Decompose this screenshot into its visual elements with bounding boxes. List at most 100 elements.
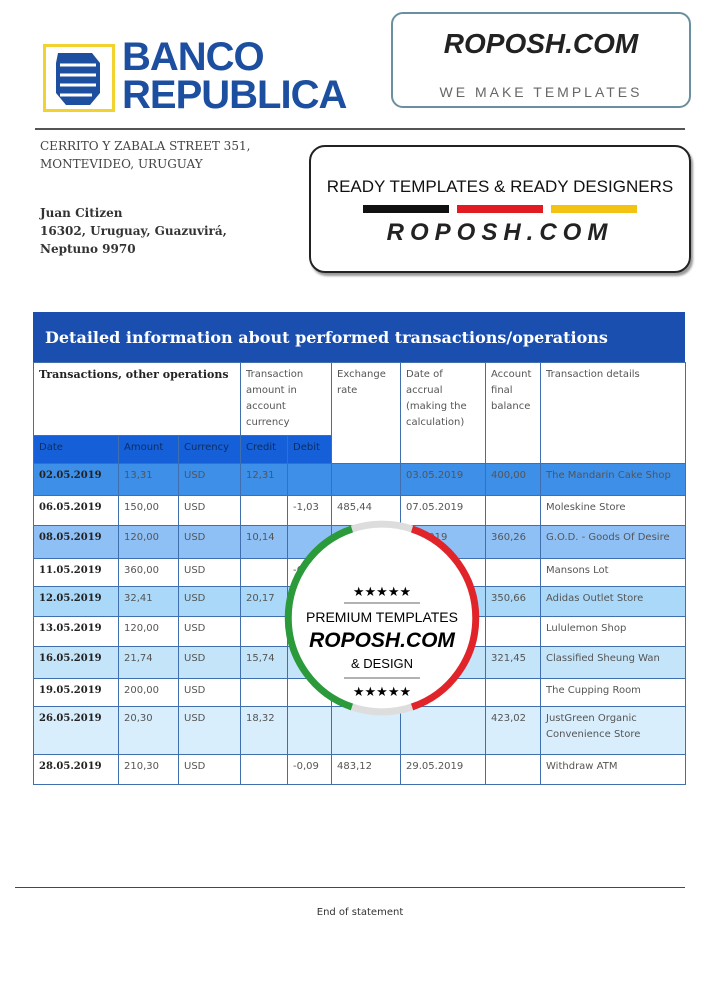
badge-subtitle: ROPOSH.COM (386, 219, 614, 246)
cell-amount: 360,00 (118, 558, 179, 587)
cell-currency: USD (177, 678, 242, 707)
cell-details: G.O.D. - Goods Of Desire (540, 525, 687, 559)
header-currency: Currency (177, 435, 242, 464)
cell-details: Withdraw ATM (540, 754, 687, 785)
cell-date: 19.05.2019 (33, 678, 119, 707)
cell-credit: 18,32 (240, 706, 289, 755)
cell-credit (240, 754, 289, 785)
header-amount-value: Amount (118, 435, 179, 464)
cell-amount: 200,00 (118, 678, 179, 707)
header-credit: Credit (240, 435, 289, 464)
cell-final-balance (485, 558, 542, 587)
cell-credit (240, 678, 289, 707)
client-info: Juan Citizen 16302, Uruguay, Guazuvirá, Ne… (40, 204, 227, 258)
cell-final-balance: 400,00 (485, 463, 542, 496)
cell-accrual-date: 07.05.2019 (400, 495, 487, 526)
cell-date: 06.05.2019 (33, 495, 119, 526)
cell-final-balance: 321,45 (485, 646, 542, 679)
header-date: Date (33, 435, 119, 464)
cell-credit: 12,31 (240, 463, 289, 496)
cell-amount: 21,74 (118, 646, 179, 679)
watermark-badge-top: ROPOSH.COM WE MAKE TEMPLATES (391, 12, 691, 108)
cell-credit: 10,14 (240, 525, 289, 559)
seal-line2: ROPOSH.COM (309, 629, 455, 652)
cell-currency: USD (177, 463, 242, 496)
cell-credit: 20,17 (240, 586, 289, 617)
table-row: 28.05.2019 210,30 USD -0,09 483,12 29.05.2019… (33, 754, 687, 785)
header-debit: Debit (287, 435, 333, 464)
cell-debit: -0,09 (287, 754, 333, 785)
cell-amount: 32,41 (118, 586, 179, 617)
table-row: 06.05.2019 150,00 USD -1,03 485,44 07.05.2019… (33, 495, 687, 526)
cell-amount: 20,30 (118, 706, 179, 755)
cell-details: The Cupping Room (540, 678, 687, 707)
cell-final-balance: 360,26 (485, 525, 542, 559)
cell-date: 13.05.2019 (33, 616, 119, 647)
bank-address: CERRITO Y ZABALA STREET 351, MONTEVIDEO, … (40, 137, 250, 173)
cell-date: 08.05.2019 (33, 525, 119, 559)
cell-exchange-rate (331, 463, 402, 496)
cell-details: Lululemon Shop (540, 616, 687, 647)
cell-credit (240, 616, 289, 647)
cell-currency: USD (177, 558, 242, 587)
table-row: 02.05.2019 13,31 USD 12,31 03.05.2019 400,00 T… (33, 463, 687, 496)
cell-date: 11.05.2019 (33, 558, 119, 587)
color-bars (311, 205, 689, 213)
cell-amount: 150,00 (118, 495, 179, 526)
client-address: Neptuno 9970 (40, 242, 136, 256)
cell-currency: USD (177, 495, 242, 526)
cell-amount: 120,00 (118, 525, 179, 559)
cell-final-balance: 350,66 (485, 586, 542, 617)
cell-details: The Mandarin Cake Shop (540, 463, 687, 496)
client-name: Juan Citizen (40, 206, 123, 220)
cell-credit (240, 495, 289, 526)
badge-subtitle: WE MAKE TEMPLATES (439, 84, 643, 100)
cell-date: 02.05.2019 (33, 463, 119, 496)
cell-final-balance (485, 616, 542, 647)
cell-currency: USD (177, 646, 242, 679)
divider (35, 128, 685, 130)
premium-templates-seal: ★★★★★ PREMIUM TEMPLATES ROPOSH.COM & DES… (284, 520, 480, 716)
cell-details: Moleskine Store (540, 495, 687, 526)
seal-line1: PREMIUM TEMPLATES (306, 609, 458, 625)
cell-accrual-date: 29.05.2019 (400, 754, 487, 785)
badge-title: READY TEMPLATES & READY DESIGNERS (326, 177, 674, 196)
header-date-of-accrual: Date of accrual (making the calculation) (400, 362, 487, 464)
cell-debit (287, 463, 333, 496)
cell-exchange-rate: 483,12 (331, 754, 402, 785)
cell-date: 26.05.2019 (33, 706, 119, 755)
cell-currency: USD (177, 706, 242, 755)
cell-currency: USD (177, 586, 242, 617)
cell-debit (287, 706, 333, 755)
client-address: 16302, Uruguay, Guazuvirá, (40, 224, 227, 238)
cell-credit (240, 558, 289, 587)
header-exchange-rate: Exchange rate (331, 362, 402, 464)
cell-details: Mansons Lot (540, 558, 687, 587)
cell-final-balance (485, 495, 542, 526)
divider (15, 887, 685, 888)
seal-stars: ★★★★★ (353, 585, 411, 600)
bank-logo-icon (43, 44, 115, 112)
cell-amount: 13,31 (118, 463, 179, 496)
header-transactions: Transactions, other operations (32, 362, 242, 436)
cell-amount: 120,00 (118, 616, 179, 647)
cell-final-balance (485, 754, 542, 785)
bank-logo: BANCO REPUBLICA (122, 37, 347, 117)
seal-line3: & DESIGN (351, 656, 413, 671)
seal-stars: ★★★★★ (353, 685, 411, 700)
cell-amount: 210,30 (118, 754, 179, 785)
end-of-statement: End of statement (316, 907, 404, 918)
cell-date: 12.05.2019 (33, 586, 119, 617)
cell-date: 16.05.2019 (33, 646, 119, 679)
cell-accrual-date: 03.05.2019 (400, 463, 487, 496)
header-amount: Transaction amount in account currency (240, 362, 333, 436)
cell-currency: USD (177, 754, 242, 785)
address-line: MONTEVIDEO, URUGUAY (40, 157, 203, 171)
bank-name-line2: REPUBLICA (122, 73, 347, 117)
badge-title: ROPOSH.COM (443, 28, 639, 59)
cell-final-balance: 423,02 (485, 706, 542, 755)
header-final-balance: Account final balance (485, 362, 542, 464)
cell-credit: 15,74 (240, 646, 289, 679)
header-details: Transaction details (540, 362, 687, 464)
cell-details: Classified Sheung Wan (540, 646, 687, 679)
